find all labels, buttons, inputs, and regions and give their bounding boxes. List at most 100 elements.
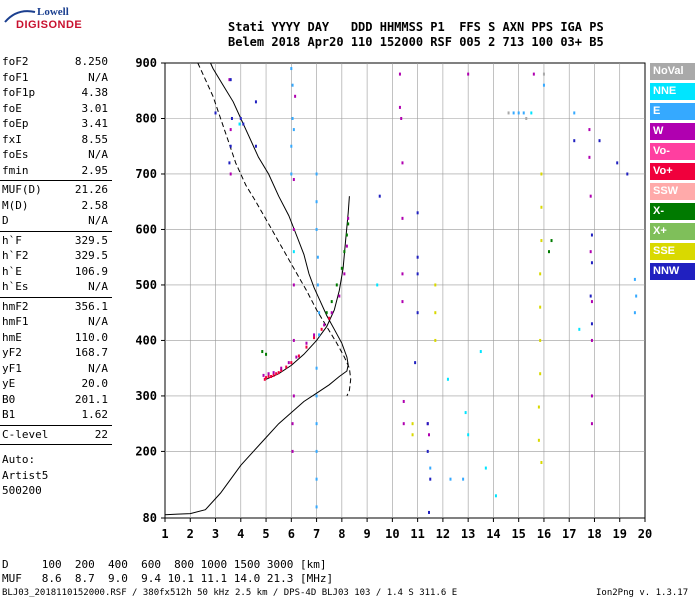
param-value: 1.62 bbox=[81, 408, 109, 421]
data-point bbox=[228, 161, 231, 165]
data-point bbox=[429, 477, 432, 481]
data-point bbox=[540, 239, 543, 243]
data-point bbox=[340, 266, 343, 270]
data-point bbox=[434, 283, 437, 287]
data-point bbox=[292, 394, 295, 398]
x-tick-label: 19 bbox=[613, 527, 627, 541]
data-point bbox=[291, 422, 294, 426]
param-value: N/A bbox=[88, 148, 108, 161]
legend-item: SSE bbox=[650, 243, 695, 260]
data-point bbox=[291, 83, 294, 87]
trace-dashed bbox=[197, 62, 352, 397]
x-tick-label: 17 bbox=[562, 527, 576, 541]
param-row: yF1 N/A bbox=[2, 362, 108, 377]
autoscaling-line2: Artist5 bbox=[2, 468, 49, 482]
data-point bbox=[411, 422, 414, 426]
data-point bbox=[277, 371, 280, 375]
legend-item: NNE bbox=[650, 83, 695, 100]
data-point bbox=[635, 294, 638, 298]
x-tick-label: 13 bbox=[461, 527, 475, 541]
data-point bbox=[294, 94, 297, 98]
data-point bbox=[426, 449, 429, 453]
data-point bbox=[335, 283, 338, 287]
data-point bbox=[522, 111, 525, 115]
param-separator bbox=[0, 180, 112, 181]
y-tick-label: 700 bbox=[135, 167, 157, 181]
data-point bbox=[398, 105, 401, 109]
param-row: M(D) 2.58 bbox=[2, 199, 108, 214]
data-point bbox=[590, 422, 593, 426]
x-tick-label: 5 bbox=[262, 527, 269, 541]
param-name: D bbox=[2, 214, 9, 227]
data-point bbox=[428, 510, 430, 514]
param-name: C-level bbox=[2, 427, 49, 441]
param-row: h`F2 329.5 bbox=[2, 249, 108, 264]
param-row: B0 201.1 bbox=[2, 393, 108, 408]
legend-item: SSW bbox=[650, 183, 695, 200]
param-row: B1 1.62 bbox=[2, 408, 108, 423]
x-tick-label: 2 bbox=[187, 527, 194, 541]
data-point bbox=[590, 394, 593, 398]
data-point bbox=[285, 365, 288, 369]
legend-item: W bbox=[650, 123, 695, 140]
data-point bbox=[267, 372, 270, 376]
data-point bbox=[315, 366, 318, 370]
data-point bbox=[589, 194, 592, 198]
param-name: yF2 bbox=[2, 346, 22, 359]
data-point bbox=[272, 371, 275, 375]
x-tick-label: 14 bbox=[486, 527, 500, 541]
x-tick-label: 15 bbox=[511, 527, 525, 541]
x-tick-label: 1 bbox=[161, 527, 168, 541]
legend-item: Vo+ bbox=[650, 163, 695, 180]
param-name: M(D) bbox=[2, 198, 29, 212]
param-value: 2.95 bbox=[81, 163, 109, 177]
data-point bbox=[539, 272, 542, 276]
data-point bbox=[292, 128, 295, 132]
param-row: foF1p 4.38 bbox=[2, 86, 108, 101]
data-point bbox=[239, 116, 242, 120]
data-point bbox=[313, 333, 316, 337]
param-name: MUF(D) bbox=[2, 183, 42, 196]
param-row: foEs N/A bbox=[2, 148, 108, 163]
logo-lowell: Lowell bbox=[37, 6, 69, 18]
param-value: 22 bbox=[94, 427, 108, 441]
param-row: h`Es N/A bbox=[2, 280, 108, 295]
data-point bbox=[343, 272, 346, 276]
y-tick-label: 300 bbox=[135, 389, 157, 403]
footer-version: Ion2Png v. 1.3.17 bbox=[596, 588, 689, 598]
data-point bbox=[345, 233, 348, 237]
data-point bbox=[347, 222, 350, 226]
data-point bbox=[305, 345, 308, 349]
param-value: 20.0 bbox=[81, 377, 109, 390]
y-tick-label: 900 bbox=[135, 56, 157, 70]
param-row: fxI 8.55 bbox=[2, 133, 108, 148]
trace-solid bbox=[265, 196, 350, 380]
header-labels: Stati YYYY DAY DDD HHMMSS P1 FFS S AXN P… bbox=[228, 20, 604, 34]
param-name: h`F2 bbox=[2, 249, 29, 262]
data-point bbox=[229, 144, 232, 148]
data-point bbox=[539, 372, 542, 376]
y-tick-label: 400 bbox=[135, 333, 157, 347]
data-point bbox=[263, 377, 266, 381]
data-point bbox=[449, 477, 452, 481]
param-name: foE bbox=[2, 101, 22, 115]
data-point bbox=[517, 111, 520, 115]
param-separator bbox=[0, 444, 112, 445]
data-point bbox=[254, 100, 257, 104]
data-point bbox=[267, 375, 270, 379]
data-point bbox=[316, 255, 319, 259]
digisonde-logo: Lowell DIGISONDE bbox=[3, 6, 82, 42]
param-value: 8.55 bbox=[81, 132, 109, 146]
data-point bbox=[542, 83, 545, 87]
data-point bbox=[229, 172, 232, 176]
data-point bbox=[539, 338, 542, 342]
data-point bbox=[376, 283, 379, 287]
data-point bbox=[262, 373, 265, 377]
data-point bbox=[434, 311, 437, 315]
data-point bbox=[292, 178, 295, 182]
legend-item: NNW bbox=[650, 263, 695, 280]
param-value: N/A bbox=[88, 214, 108, 227]
data-point bbox=[315, 172, 318, 176]
swoosh-icon bbox=[4, 10, 36, 23]
x-tick-label: 20 bbox=[638, 527, 652, 541]
